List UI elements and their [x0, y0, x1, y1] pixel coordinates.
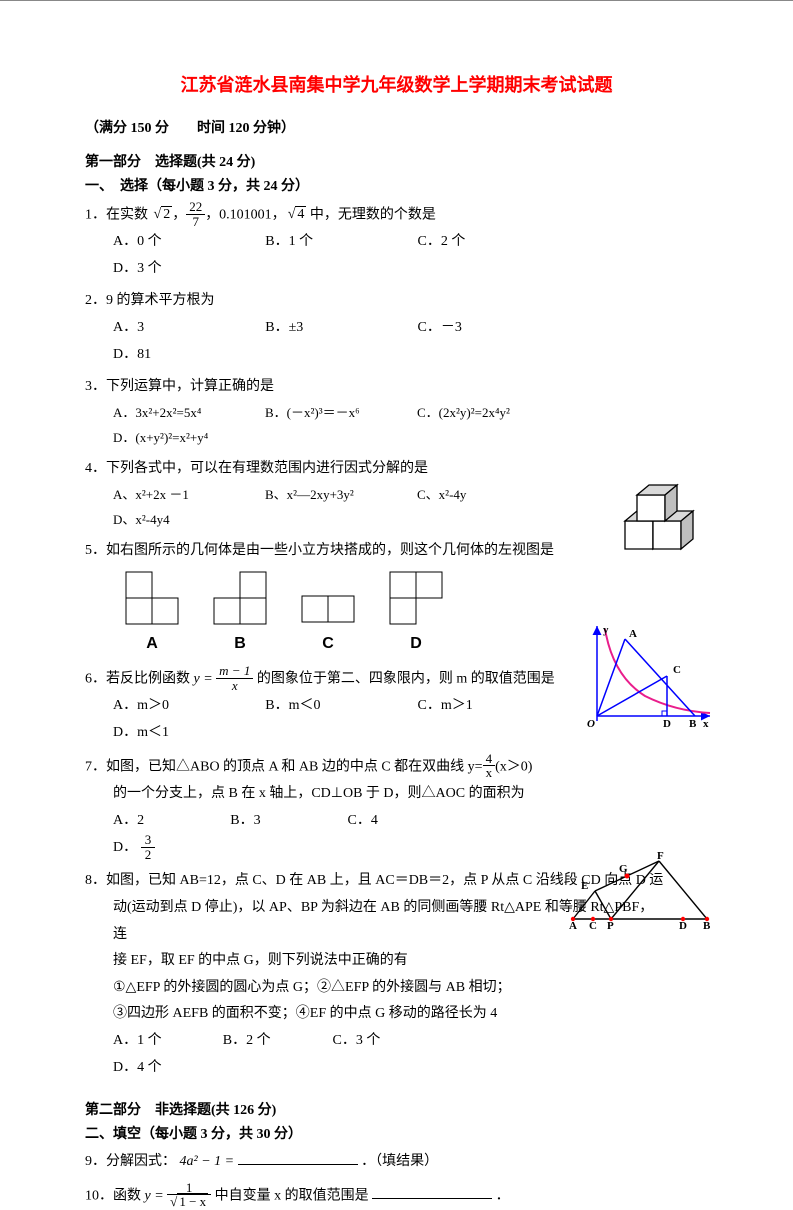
q8-options: A．1 个 B．2 个 C．3 个 D．4 个 [85, 1028, 698, 1081]
q8-c2: ③四边形 AEFB 的面积不变；④EF 的中点 G 移动的路径长为 4 [85, 1001, 698, 1028]
q2-A: A．3 [113, 315, 262, 342]
q9-expr: 4a² − 1 = [180, 1154, 235, 1169]
q10-frac: 1 √1 − x [167, 1181, 211, 1209]
part2-sub: 二、填空（每小题 3 分，共 30 分） [85, 1123, 708, 1143]
part1-heading: 第一部分 选择题(共 24 分) [85, 151, 708, 171]
question-3: 3．下列运算中，计算正确的是 A．3x²+2x²=5x⁴ B．(－x²)³＝－x… [85, 374, 708, 450]
q6-B: B．m＜0 [265, 693, 414, 720]
q8-A: A．1 个 [113, 1028, 219, 1055]
svg-text:A: A [569, 920, 577, 929]
part1-sub: 一、 选择（每小题 3 分，共 24 分） [85, 175, 708, 195]
q8-figure: G F E A C P D B [565, 851, 715, 929]
q7-stem-b: (x＞0) [495, 759, 532, 774]
question-9: 9．分解因式： 4a² − 1 = ．（填结果） [85, 1149, 708, 1176]
q7-frac: 4x [483, 752, 496, 780]
q2-options: A．3 B．±3 C．－3 D．81 [85, 315, 708, 368]
q3-stem: 3．下列运算中，计算正确的是 [85, 374, 708, 401]
q7-stem-a: 7．如图，已知△ABO 的顶点 A 和 AB 边的中点 C 都在双曲线 y= [85, 759, 483, 774]
q4-D: D、x²-4y4 [113, 508, 262, 533]
q10-stem-a: 10．函数 [85, 1188, 145, 1203]
q5-fig-B: B [213, 571, 267, 659]
q6-C: C．m＞1 [418, 693, 567, 720]
svg-text:P: P [607, 920, 614, 929]
q6-yeq: y = [194, 672, 213, 687]
q10-stem-b: 中自变量 x 的取值范围是 [215, 1188, 369, 1203]
q3-D: D．(x+y²)²=x²+y⁴ [113, 426, 262, 451]
sqrt2: 2 [152, 202, 173, 229]
q3-options: A．3x²+2x²=5x⁴ B．(－x²)³＝－x⁶ C．(2x²y)²=2x⁴… [85, 401, 708, 450]
svg-text:F: F [657, 851, 664, 862]
q1-C: C．2 个 [418, 229, 567, 256]
q5-fig-D: D [389, 571, 443, 659]
q6-stem-b: 的图象位于第二、四象限内，则 m 的取值范围是 [257, 672, 555, 687]
q10-blank[interactable] [372, 1184, 492, 1199]
svg-text:C: C [673, 664, 681, 676]
q8-C: C．3 个 [333, 1028, 439, 1055]
page-title: 江苏省涟水县南集中学九年级数学上学期期末考试试题 [85, 71, 708, 97]
svg-text:D: D [679, 920, 687, 929]
q6-stem-a: 6．若反比例函数 [85, 672, 194, 687]
frac-22-7: 227 [186, 200, 205, 228]
q3-A: A．3x²+2x²=5x⁴ [113, 401, 262, 426]
q7-line2: 的一个分支上，点 B 在 x 轴上，CD⊥OB 于 D，则△AOC 的面积为 [85, 781, 568, 808]
svg-text:B: B [689, 718, 697, 730]
svg-text:A: A [629, 628, 637, 640]
q4-A: A、x²+2x －1 [113, 483, 262, 508]
question-1: 1．在实数 2，227，0.101001，4 中，无理数的个数是 A．0 个 B… [85, 201, 708, 282]
q2-stem: 2．9 的算术平方根为 [85, 288, 708, 315]
q1-options: A．0 个 B．1 个 C．2 个 D．3 个 [85, 229, 708, 282]
q3-B: B．(－x²)³＝－x⁶ [265, 401, 414, 426]
svg-text:D: D [663, 718, 671, 730]
q6-frac: m − 1x [216, 664, 253, 692]
question-7: 7．如图，已知△ABO 的顶点 A 和 AB 边的中点 C 都在双曲线 y=4x… [85, 753, 708, 863]
q7-A: A．2 [113, 808, 227, 835]
q8-D: D．4 个 [113, 1055, 219, 1082]
q4-B: B、x²—2xy+3y² [265, 483, 414, 508]
sqrt4: 4 [286, 202, 307, 229]
q7-options: A．2 B．3 C．4 D．32 [85, 808, 568, 863]
q7-C: C．4 [348, 808, 462, 835]
q2-B: B．±3 [265, 315, 414, 342]
q2-D: D．81 [113, 342, 262, 369]
q6-A: A．m＞0 [113, 693, 262, 720]
q10-tail: ． [496, 1188, 510, 1203]
score-time: （满分 150 分 时间 120 分钟） [85, 117, 708, 137]
q10-yeq: y = [145, 1188, 164, 1203]
q5-fig-C: C [301, 581, 355, 659]
part2-heading: 第二部分 非选择题(共 126 分) [85, 1099, 708, 1119]
svg-text:x: x [703, 718, 709, 730]
q1-D: D．3 个 [113, 256, 262, 283]
svg-text:C: C [589, 920, 597, 929]
q1-sep2: ，0.101001， [205, 207, 286, 222]
svg-text:O: O [587, 718, 595, 730]
q1-B: B．1 个 [265, 229, 414, 256]
q6-D: D．m＜1 [113, 720, 262, 747]
question-10: 10．函数 y = 1 √1 − x 中自变量 x 的取值范围是 ． [85, 1182, 708, 1210]
q1-sep1: ， [172, 207, 186, 222]
svg-text:y: y [603, 624, 609, 636]
q7-figure: y A C O D B x [585, 621, 715, 731]
q1-stem-a: 1．在实数 [85, 207, 152, 222]
q7-D: D．32 [113, 834, 227, 862]
q9-stem: 9．分解因式： [85, 1154, 176, 1169]
question-2: 2．9 的算术平方根为 A．3 B．±3 C．－3 D．81 [85, 288, 708, 368]
q2-C: C．－3 [418, 315, 567, 342]
q9-tail: ．（填结果） [361, 1154, 438, 1169]
q3-C: C．(2x²y)²=2x⁴y² [417, 401, 566, 426]
q5-3d-cubes [615, 473, 705, 551]
q4-C: C、x²-4y [417, 483, 566, 508]
q8-c1: ①△EFP 的外接圆的圆心为点 G；②△EFP 的外接圆与 AB 相切； [85, 975, 698, 1002]
q7-B: B．3 [230, 808, 344, 835]
q8-l4: 接 EF，取 EF 的中点 G，则下列说法中正确的有 [85, 948, 698, 975]
svg-text:B: B [703, 920, 711, 929]
q1-A: A．0 个 [113, 229, 262, 256]
q9-blank[interactable] [238, 1150, 358, 1165]
svg-text:E: E [581, 880, 588, 892]
q8-B: B．2 个 [223, 1028, 329, 1055]
q5-fig-A: A [125, 571, 179, 659]
svg-text:G: G [619, 863, 628, 875]
q1-stem-d: 中，无理数的个数是 [306, 207, 436, 222]
